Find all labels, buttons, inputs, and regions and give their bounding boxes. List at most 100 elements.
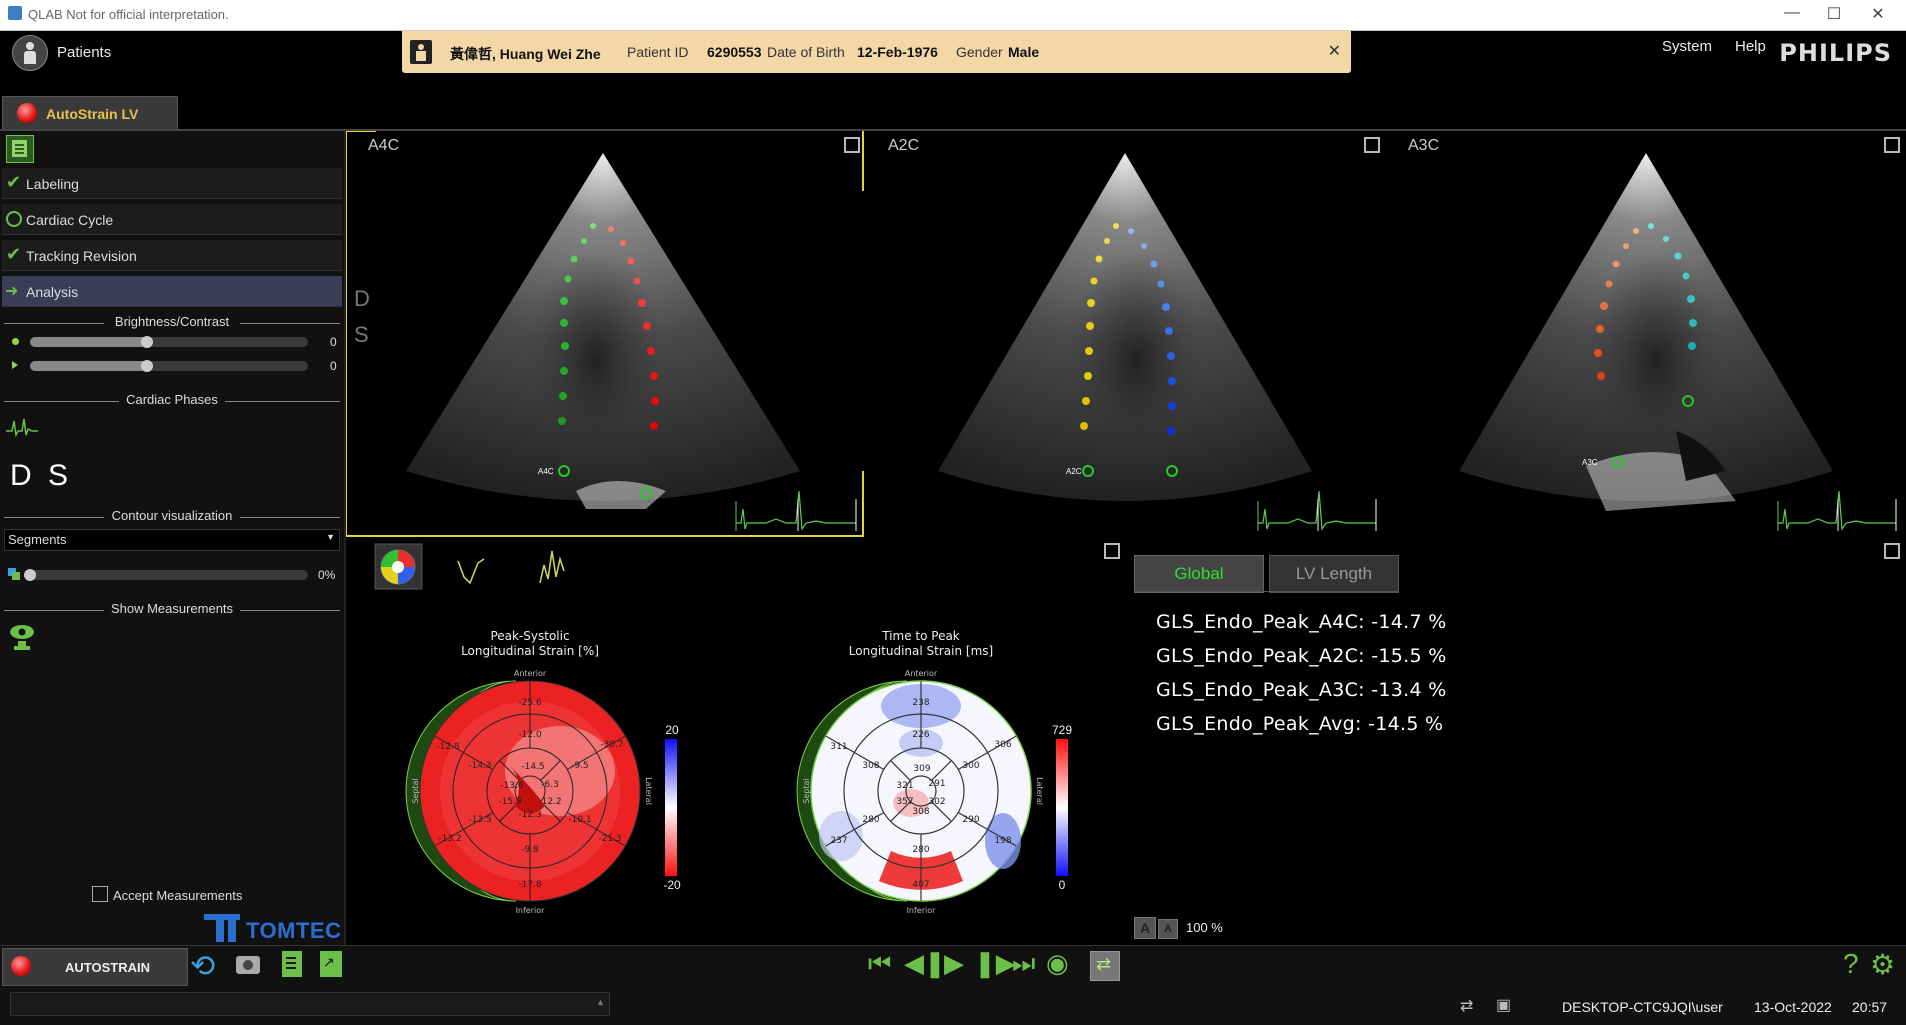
ttp-seg-8: 300 xyxy=(962,761,979,771)
loop-icon: ⇄ xyxy=(1096,954,1112,974)
patient-id: 6290553 xyxy=(707,44,762,60)
tab-global[interactable]: Global xyxy=(1134,555,1264,593)
loop-toggle-button[interactable]: ⇄ xyxy=(1090,951,1120,981)
step-tracking-revision[interactable]: ✔ Tracking Revision xyxy=(2,240,342,271)
contrast-knob[interactable] xyxy=(140,360,153,372)
a3c-image[interactable] xyxy=(1459,153,1833,511)
a4c-label: A4C xyxy=(538,467,554,476)
autostrain-icon xyxy=(17,103,37,123)
strain-seg-4: -17.8 xyxy=(518,880,542,890)
next-frame-icon[interactable]: ❚▶ xyxy=(974,948,1016,978)
help-icon[interactable]: ? xyxy=(1843,948,1859,979)
dob-value: 12-Feb-1976 xyxy=(857,44,938,60)
expand-up-icon[interactable]: ▲ xyxy=(596,997,605,1007)
previous-frame-icon[interactable]: ◀❚ xyxy=(904,948,946,978)
ttp-seg-6: 311 xyxy=(830,742,847,752)
ttp-color-scale xyxy=(1056,739,1068,876)
patients-link[interactable]: Patients xyxy=(57,44,112,61)
cardiac-phases-header: Cardiac Phases xyxy=(2,392,342,410)
patients-icon[interactable] xyxy=(12,35,48,71)
close-banner-icon[interactable]: ✕ xyxy=(1327,43,1341,60)
help-menu[interactable]: Help xyxy=(1735,38,1766,55)
workflow-panel: ✔ Labeling Cardiac Cycle ✔ Tracking Revi… xyxy=(0,131,344,945)
font-larger-button[interactable]: A xyxy=(1134,917,1156,939)
last-frame-icon[interactable]: ⏭ xyxy=(1012,948,1036,978)
tab-lv-length[interactable]: LV Length xyxy=(1269,555,1399,593)
dropdown-arrow-icon: ▼ xyxy=(326,532,335,542)
play-icon[interactable]: ▶ xyxy=(944,948,964,978)
tabs-underline xyxy=(1134,591,1398,592)
network-transfer-icon[interactable]: ⇄ xyxy=(1460,998,1474,1015)
step-label: Labeling xyxy=(26,176,79,192)
step-label: Analysis xyxy=(26,284,79,300)
tab-divider xyxy=(0,129,1906,131)
ttp-seg-18: 321 xyxy=(896,781,913,791)
speed-icon[interactable]: ◉ xyxy=(1046,948,1069,978)
overlay-d-marker: D xyxy=(354,286,370,311)
gls-a4c: GLS_Endo_Peak_A4C: -14.7 % xyxy=(1156,611,1447,633)
step-labeling[interactable]: ✔ Labeling xyxy=(2,168,342,199)
diastole-marker[interactable]: D xyxy=(10,459,32,492)
export-report-icon[interactable] xyxy=(282,951,302,977)
maximize-bullseye-icon[interactable] xyxy=(1104,543,1120,559)
camera-icon[interactable] xyxy=(236,956,260,974)
settings-gear-icon[interactable]: ⚙ xyxy=(1870,949,1896,980)
strain-bullseye[interactable]: -25.6 -30.7 -21.3 -17.8 -13.2 -12.8 -12.… xyxy=(405,669,653,915)
brightness-knob[interactable] xyxy=(140,336,153,348)
maximize-a3c-icon[interactable] xyxy=(1884,137,1900,153)
a4c-contour[interactable] xyxy=(558,223,659,499)
a2c-contour[interactable] xyxy=(1080,223,1178,477)
minimize-icon[interactable]: — xyxy=(1784,4,1800,21)
strain-anterior-label: Anterior xyxy=(514,669,547,678)
a3c-label: A3C xyxy=(1582,458,1598,467)
strain-color-scale xyxy=(665,739,677,876)
autostrain-label: AUTOSTRAIN xyxy=(65,960,150,975)
bottom-toolbar: AUTOSTRAIN ⟲ ↗ ⏮ ◀❚ ▶ ❚▶ ⏭ ◉ ⇄ ? ⚙ xyxy=(0,945,1906,988)
export-data-icon[interactable]: ↗ xyxy=(320,951,342,977)
autostrain-button[interactable]: AUTOSTRAIN xyxy=(2,948,188,986)
ttp-seg-4: 407 xyxy=(912,880,929,890)
maximize-results-icon[interactable] xyxy=(1884,543,1900,559)
strain-inferior-label: Inferior xyxy=(516,906,546,915)
brightness-slider[interactable] xyxy=(30,337,308,347)
time-to-peak-bullseye[interactable]: 238 306 198 407 237 311 226 300 290 280 … xyxy=(796,669,1044,915)
system-menu[interactable]: System xyxy=(1662,38,1713,55)
app-icon xyxy=(8,6,22,20)
brightness-contrast-header: Brightness/Contrast xyxy=(2,314,342,332)
maximize-a2c-icon[interactable] xyxy=(1364,137,1380,153)
contour-opacity-slider[interactable] xyxy=(30,570,308,580)
first-frame-icon[interactable]: ⏮ xyxy=(868,948,892,978)
step-cardiac-cycle[interactable]: Cardiac Cycle xyxy=(2,204,342,235)
reset-icon[interactable]: ⟲ xyxy=(190,950,216,983)
check-icon: ✔ xyxy=(6,244,22,264)
maximize-icon[interactable]: ☐ xyxy=(1826,6,1842,23)
contour-select[interactable]: Segments ▼ xyxy=(4,529,340,551)
current-user: DESKTOP-CTC9JQI\user xyxy=(1562,999,1723,1015)
tab-label: AutoStrain LV xyxy=(46,106,139,122)
systole-marker[interactable]: S xyxy=(48,459,69,492)
accept-measurements-checkbox[interactable] xyxy=(92,886,108,902)
strain-seg-7: -12.0 xyxy=(518,730,542,740)
ttp-seg-1: 238 xyxy=(912,698,929,708)
ttp-septal-label: Septal xyxy=(802,778,811,803)
report-icon[interactable] xyxy=(6,135,34,163)
network-status-icon[interactable]: ▣ xyxy=(1496,997,1512,1014)
a3c-contour[interactable] xyxy=(1594,223,1697,468)
ttp-seg-9: 290 xyxy=(962,815,979,825)
eye-icon[interactable] xyxy=(8,623,36,653)
a2c-image[interactable] xyxy=(938,153,1312,501)
accept-measurements-label[interactable]: Accept Measurements xyxy=(113,888,243,903)
font-smaller-button[interactable]: A xyxy=(1158,919,1178,939)
a4c-image[interactable] xyxy=(406,153,800,509)
contour-opacity-knob[interactable] xyxy=(24,569,36,581)
step-analysis[interactable]: ➜ Analysis xyxy=(2,276,342,307)
tab-autostrain-lv[interactable]: AutoStrain LV xyxy=(2,96,178,130)
close-window-icon[interactable]: ✕ xyxy=(1871,6,1885,23)
contrast-slider[interactable] xyxy=(30,361,308,371)
maximize-a4c-icon[interactable] xyxy=(844,137,860,153)
message-field[interactable]: ▲ xyxy=(10,992,610,1016)
ecg-icon[interactable] xyxy=(6,417,38,437)
strain-rate-curve-icon[interactable] xyxy=(539,550,565,584)
strain-curve-icon[interactable] xyxy=(457,558,485,585)
ttp-seg-13: 309 xyxy=(913,764,930,774)
